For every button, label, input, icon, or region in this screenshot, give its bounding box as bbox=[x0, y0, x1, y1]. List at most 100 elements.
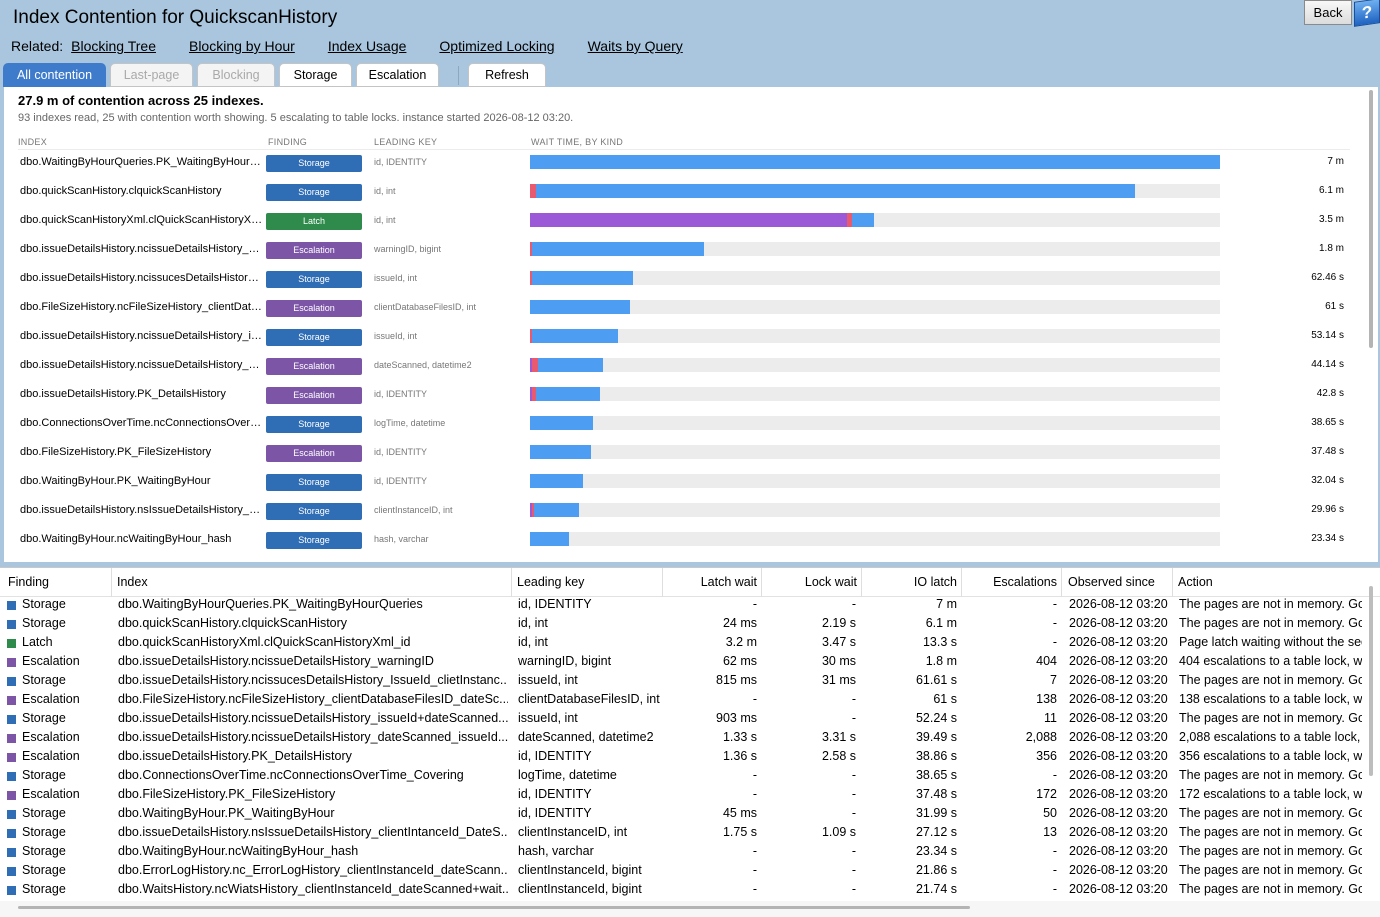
chart-scrollbar[interactable] bbox=[1369, 90, 1373, 348]
contention-row[interactable]: dbo.issueDetailsHistory.PK_DetailsHistor… bbox=[4, 381, 1364, 410]
grid-cell-observed-since: 2026-08-12 03:20 bbox=[1069, 882, 1168, 896]
grid-row[interactable]: Storage dbo.WaitsHistory.ncWiatsHistory_c… bbox=[0, 881, 1380, 900]
finding-badge: Escalation bbox=[266, 387, 362, 404]
grid-row[interactable]: Storage dbo.WaitingByHour.ncWaitingByHour… bbox=[0, 843, 1380, 862]
grid-row[interactable]: Escalation dbo.FileSizeHistory.ncFileSize… bbox=[0, 691, 1380, 710]
grid-cell-index: dbo.issueDetailsHistory.ncissucesDetails… bbox=[118, 673, 508, 687]
contention-row[interactable]: dbo.ConnectionsOverTime.ncConnectionsOve… bbox=[4, 410, 1364, 439]
grid-header-action[interactable]: Action bbox=[1178, 575, 1213, 589]
grid-cell-escalations: - bbox=[1052, 616, 1057, 630]
grid-cell-escalations: - bbox=[1052, 863, 1057, 877]
grid-row[interactable]: Storage dbo.ErrorLogHistory.nc_ErrorLogHi… bbox=[0, 862, 1380, 881]
col-header-wait-time: WAIT TIME, BY KIND bbox=[531, 137, 624, 147]
wait-bar-track bbox=[530, 242, 1220, 256]
grid-cell-index: dbo.WaitingByHourQueries.PK_WaitingByHou… bbox=[118, 597, 423, 611]
contention-row[interactable]: dbo.WaitingByHour.ncWaitingByHour_hash St… bbox=[4, 526, 1364, 555]
grid-cell-observed-since: 2026-08-12 03:20 bbox=[1069, 635, 1168, 649]
grid-cell-leading-key: warningID, bigint bbox=[518, 654, 612, 668]
leading-key: clientInstanceID, int bbox=[374, 505, 453, 515]
contention-row[interactable]: dbo.issueDetailsHistory.ncissucesDetails… bbox=[4, 265, 1364, 294]
grid-cell-action: 404 escalations to a table lock, wh bbox=[1179, 654, 1362, 668]
link-waits-by-query[interactable]: Waits by Query bbox=[587, 38, 683, 54]
grid-row[interactable]: Escalation dbo.FileSizeHistory.PK_FileSiz… bbox=[0, 786, 1380, 805]
wait-bar-track bbox=[530, 445, 1220, 459]
tab-storage[interactable]: Storage bbox=[279, 63, 352, 87]
grid-cell-action: The pages are not in memory. Go bbox=[1179, 863, 1362, 877]
summary-title: 27.9 m of contention across 25 indexes. bbox=[18, 93, 264, 108]
back-button[interactable]: Back bbox=[1304, 0, 1352, 25]
contention-chart-panel: 27.9 m of contention across 25 indexes. … bbox=[4, 87, 1378, 562]
grid-vertical-scrollbar[interactable] bbox=[1369, 586, 1373, 776]
grid-cell-io-latch: 27.12 s bbox=[915, 825, 957, 839]
help-icon[interactable]: ? bbox=[1354, 0, 1380, 27]
contention-row[interactable]: dbo.FileSizeHistory.PK_FileSizeHistory Es… bbox=[4, 439, 1364, 468]
grid-cell-index: dbo.issueDetailsHistory.ncissueDetailsHi… bbox=[118, 711, 508, 725]
related-label: Related: bbox=[11, 38, 64, 54]
contention-row[interactable]: dbo.WaitingByHourQueries.PK_WaitingByHou… bbox=[4, 149, 1364, 178]
contention-row[interactable]: dbo.issueDetailsHistory.ncissueDetailsHi… bbox=[4, 323, 1364, 352]
wait-bar-track bbox=[530, 503, 1220, 517]
grid-cell-latch-wait: - bbox=[752, 882, 757, 896]
tab-escalation[interactable]: Escalation bbox=[356, 63, 439, 87]
grid-row[interactable]: Storage dbo.ConnectionsOverTime.ncConnect… bbox=[0, 767, 1380, 786]
wait-bar-track bbox=[530, 416, 1220, 430]
contention-row[interactable]: dbo.issueDetailsHistory.ncissueDetailsHi… bbox=[4, 236, 1364, 265]
bar-segment-lock bbox=[530, 329, 533, 343]
link-index-usage[interactable]: Index Usage bbox=[327, 38, 407, 54]
tab-all-contention[interactable]: All contention bbox=[3, 63, 106, 87]
wait-bar-track bbox=[530, 329, 1220, 343]
contention-row[interactable]: dbo.issueDetailsHistory.nsIssueDetailsHi… bbox=[4, 497, 1364, 526]
grid-header-io-latch[interactable]: IO latch bbox=[863, 568, 962, 597]
link-blocking-by-hour[interactable]: Blocking by Hour bbox=[188, 38, 295, 54]
index-name: dbo.issueDetailsHistory.ncissueDetailsHi… bbox=[20, 330, 264, 342]
grid-header-index[interactable]: Index bbox=[113, 568, 512, 597]
grid-row[interactable]: Storage dbo.WaitingByHour.PK_WaitingByHou… bbox=[0, 805, 1380, 824]
grid-cell-escalations: - bbox=[1052, 635, 1057, 649]
grid-row[interactable]: Escalation dbo.issueDetailsHistory.PK_Det… bbox=[0, 748, 1380, 767]
grid-cell-observed-since: 2026-08-12 03:20 bbox=[1069, 806, 1168, 820]
index-name: dbo.WaitingByHourQueries.PK_WaitingByHou… bbox=[20, 156, 264, 168]
refresh-button[interactable]: Refresh bbox=[468, 63, 546, 87]
grid-header-lock-wait[interactable]: Lock wait bbox=[763, 568, 862, 597]
grid-header-leading-key[interactable]: Leading key bbox=[513, 568, 663, 597]
link-blocking-tree[interactable]: Blocking Tree bbox=[71, 38, 156, 54]
grid-cell-observed-since: 2026-08-12 03:20 bbox=[1069, 711, 1168, 725]
contention-row[interactable]: dbo.quickScanHistoryXml.clQuickScanHisto… bbox=[4, 207, 1364, 236]
grid-row[interactable]: Storage dbo.issueDetailsHistory.ncissueDe… bbox=[0, 710, 1380, 729]
tab-last-page[interactable]: Last-page bbox=[110, 63, 193, 87]
grid-horizontal-scrollbar[interactable] bbox=[18, 906, 970, 909]
grid-cell-latch-wait: 815 ms bbox=[716, 673, 757, 687]
grid-header-observed-since[interactable]: Observed since bbox=[1064, 568, 1173, 597]
contention-row[interactable]: dbo.issueDetailsHistory.ncissueDetailsHi… bbox=[4, 352, 1364, 381]
leading-key: id, IDENTITY bbox=[374, 389, 428, 399]
grid-row[interactable]: Escalation dbo.issueDetailsHistory.ncissu… bbox=[0, 729, 1380, 748]
contention-row[interactable]: dbo.WaitingByHour.PK_WaitingByHour Storag… bbox=[4, 468, 1364, 497]
wait-total: 62.46 s bbox=[1311, 272, 1344, 283]
grid-row[interactable]: Storage dbo.WaitingByHourQueries.PK_Waiti… bbox=[0, 596, 1380, 615]
grid-header-escalations[interactable]: Escalations bbox=[963, 568, 1062, 597]
grid-cell-lock-wait: 30 ms bbox=[821, 654, 856, 668]
link-optimized-locking[interactable]: Optimized Locking bbox=[439, 38, 555, 54]
tab-blocking[interactable]: Blocking bbox=[197, 63, 275, 87]
grid-row[interactable]: Storage dbo.issueDetailsHistory.ncissuces… bbox=[0, 672, 1380, 691]
grid-header-finding[interactable]: Finding bbox=[4, 568, 112, 597]
grid-row[interactable]: Latch dbo.quickScanHistoryXml.clQuickScan… bbox=[0, 634, 1380, 653]
bar-segment-latch bbox=[530, 358, 533, 372]
wait-total: 44.14 s bbox=[1311, 359, 1344, 370]
bar-segment-lock bbox=[532, 387, 537, 401]
wait-bar-track bbox=[530, 213, 1220, 227]
contention-row[interactable]: dbo.quickScanHistory.clquickScanHistory S… bbox=[4, 178, 1364, 207]
grid-row[interactable]: Storage dbo.issueDetailsHistory.nsIssueDe… bbox=[0, 824, 1380, 843]
grid-row[interactable]: Storage dbo.quickScanHistory.clquickScanH… bbox=[0, 615, 1380, 634]
wait-total: 53.14 s bbox=[1311, 330, 1344, 341]
contention-row[interactable]: dbo.FileSizeHistory.ncFileSizeHistory_cl… bbox=[4, 294, 1364, 323]
grid-cell-latch-wait: 3.2 m bbox=[725, 635, 757, 649]
grid-cell-leading-key: id, IDENTITY bbox=[518, 787, 592, 801]
grid-cell-lock-wait: - bbox=[851, 844, 856, 858]
grid-cell-index: dbo.WaitsHistory.ncWiatsHistory_clientIn… bbox=[118, 882, 508, 896]
grid-header-latch-wait[interactable]: Latch wait bbox=[664, 568, 762, 597]
grid-cell-finding: Storage bbox=[22, 616, 66, 630]
grid-cell-observed-since: 2026-08-12 03:20 bbox=[1069, 825, 1168, 839]
grid-row[interactable]: Escalation dbo.issueDetailsHistory.ncissu… bbox=[0, 653, 1380, 672]
wait-total: 6.1 m bbox=[1318, 185, 1344, 196]
